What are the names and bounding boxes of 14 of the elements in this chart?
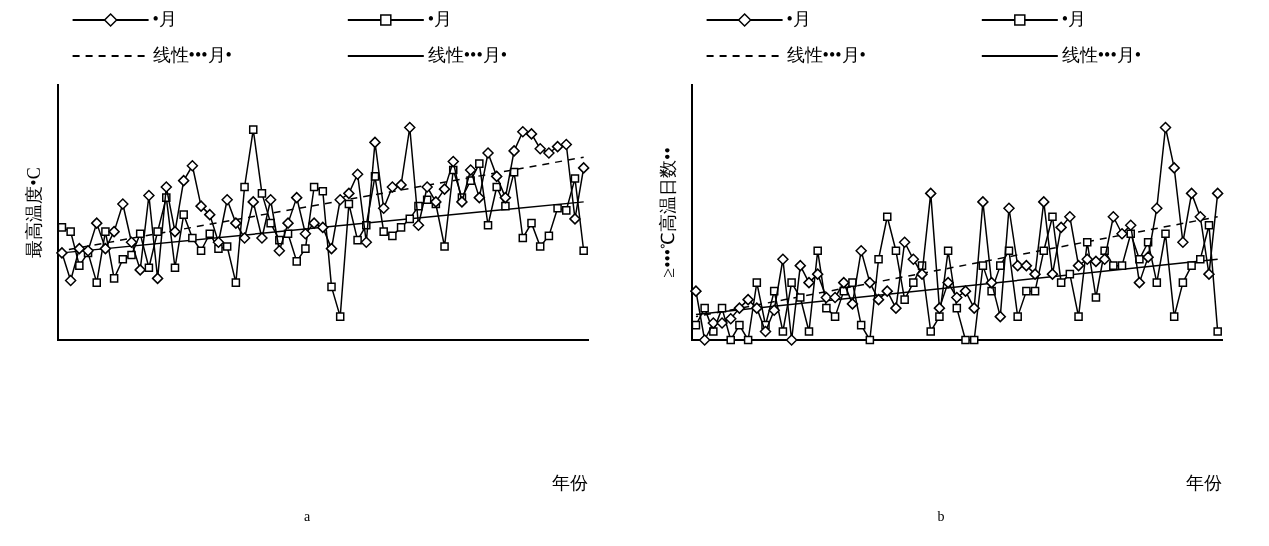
y-axis-title: 最高温度•C — [23, 167, 44, 258]
text: a — [303, 509, 311, 525]
legend-label: •月 — [786, 8, 811, 29]
y-axis-title: ≥•••℃高温日数•• — [657, 147, 678, 278]
legend-label: 线性•••月• — [427, 44, 508, 65]
text: b — [937, 509, 945, 525]
x-axis-title: 年份 — [552, 473, 589, 494]
legend-label: •月 — [152, 8, 177, 29]
legend-label: 线性•••月• — [152, 44, 232, 65]
legend-label: •月 — [1061, 8, 1087, 29]
x-axis-title: 年份 — [1186, 473, 1223, 494]
legend-label: 线性•••月• — [786, 44, 866, 65]
legend-label: •月 — [427, 8, 453, 29]
legend-label: 线性•••月• — [1061, 44, 1142, 65]
